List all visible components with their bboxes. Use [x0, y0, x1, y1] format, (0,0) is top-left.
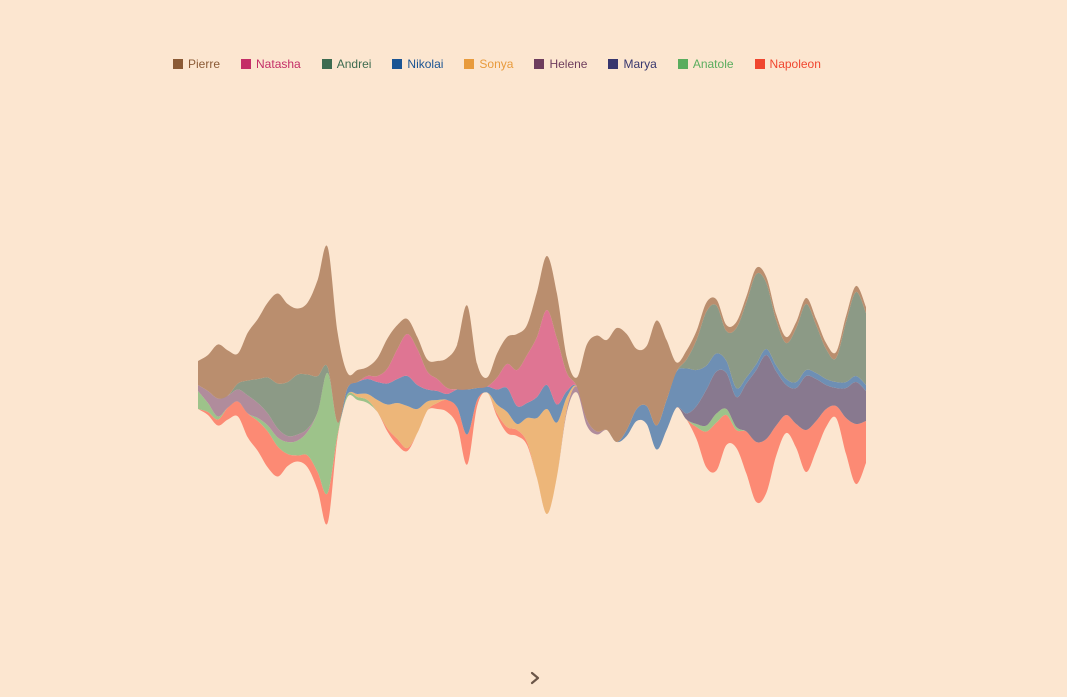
legend-item-napoleon[interactable]: Napoleon: [754, 57, 821, 71]
chart-legend: Pierre Natasha Andrei Nikolai Sonya Helene Mar…: [173, 57, 821, 71]
legend-item-natasha[interactable]: Natasha: [241, 57, 301, 71]
stream-layer-anatole[interactable]: [198, 372, 866, 515]
legend-item-andrei[interactable]: Andrei: [321, 57, 372, 71]
legend-swatch: [321, 59, 332, 69]
legend-label: Napoleon: [769, 57, 821, 71]
legend-label: Helene: [549, 57, 588, 71]
stream-layer-nikolai[interactable]: [198, 348, 866, 450]
legend-label: Pierre: [188, 57, 221, 71]
legend-label: Marya: [623, 57, 657, 71]
legend-label: Anatole: [692, 57, 734, 71]
stream-layer-natasha[interactable]: [198, 272, 866, 442]
legend-swatch: [677, 59, 688, 69]
legend-swatch: [392, 59, 403, 69]
legend-swatch: [754, 59, 765, 69]
legend-item-helene[interactable]: Helene: [534, 57, 587, 71]
legend-swatch: [608, 59, 619, 69]
legend-label: Nikolai: [407, 57, 444, 71]
legend-swatch: [241, 59, 252, 69]
next-button[interactable]: [526, 668, 544, 688]
stream-layer-pierre[interactable]: [198, 245, 866, 442]
legend-label: Natasha: [256, 57, 301, 71]
legend-item-pierre[interactable]: Pierre: [173, 57, 220, 71]
legend-label: Sonya: [479, 57, 514, 71]
legend-item-anatole[interactable]: Anatole: [677, 57, 734, 71]
stream-layer-sonya[interactable]: [198, 354, 866, 515]
stream-layer-andrei[interactable]: [198, 272, 866, 442]
legend-item-marya[interactable]: Marya: [608, 57, 657, 71]
legend-item-sonya[interactable]: Sonya: [464, 57, 513, 71]
legend-swatch: [464, 59, 475, 69]
legend-label: Andrei: [336, 57, 372, 71]
legend-item-nikolai[interactable]: Nikolai: [392, 57, 443, 71]
chevron-right-icon: [530, 671, 540, 685]
legend-swatch: [173, 59, 183, 69]
legend-swatch: [534, 59, 545, 69]
